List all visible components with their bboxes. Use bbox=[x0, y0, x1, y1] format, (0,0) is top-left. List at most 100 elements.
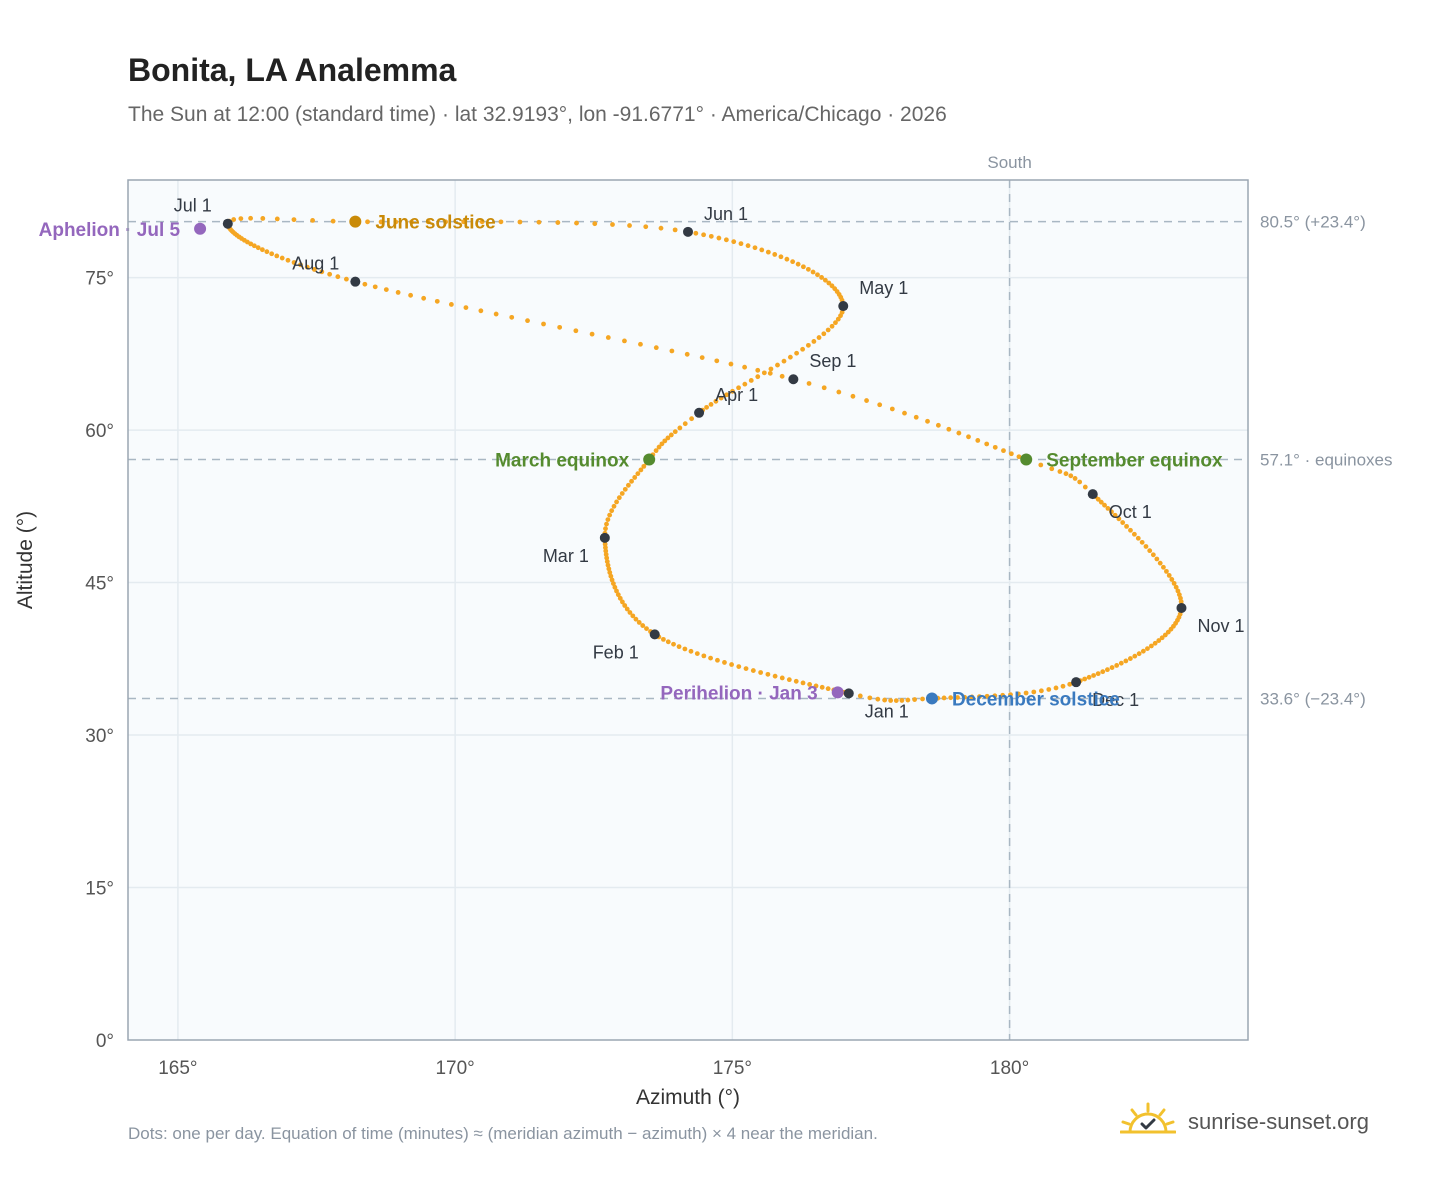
daily-sun-dot bbox=[805, 342, 811, 348]
daily-sun-dot bbox=[765, 249, 771, 255]
daily-sun-dot bbox=[793, 678, 799, 684]
daily-sun-dot bbox=[1060, 683, 1066, 689]
daily-sun-dot bbox=[1136, 651, 1142, 657]
daily-sun-dot bbox=[795, 261, 801, 267]
daily-sun-dot bbox=[643, 224, 649, 230]
daily-sun-dot bbox=[819, 684, 825, 690]
daily-sun-dot bbox=[750, 668, 756, 673]
y-tick-label: 75° bbox=[85, 269, 114, 290]
daily-sun-dot bbox=[822, 277, 828, 283]
daily-sun-dot bbox=[1067, 681, 1073, 687]
daily-sun-dot bbox=[362, 281, 368, 287]
plot-frame bbox=[127, 179, 1249, 1041]
month-label: Aug 1 bbox=[292, 254, 339, 274]
daily-sun-dot bbox=[616, 495, 622, 501]
daily-sun-dot bbox=[1118, 660, 1124, 666]
daily-sun-dot bbox=[248, 241, 254, 247]
daily-sun-dot bbox=[825, 327, 831, 333]
daily-sun-dot bbox=[1008, 451, 1014, 457]
month-label: Feb 1 bbox=[593, 642, 639, 662]
daily-sun-dot bbox=[461, 219, 467, 225]
daily-sun-dot bbox=[1148, 643, 1154, 649]
daily-sun-dot bbox=[682, 646, 688, 652]
axes: 165° 170° 175° 180° 0° 15° 30° 45° 60° 75° Azimuth… bbox=[14, 153, 1393, 1109]
daily-sun-dot bbox=[813, 683, 819, 689]
daily-sun-dot bbox=[463, 305, 469, 311]
month-label: May 1 bbox=[859, 278, 908, 298]
daily-sun-dot bbox=[605, 562, 611, 568]
daily-sun-dot bbox=[688, 648, 694, 654]
daily-sun-dot bbox=[699, 355, 705, 360]
daily-sun-dot bbox=[640, 623, 646, 628]
event-marker-dot bbox=[349, 215, 362, 228]
daily-sun-dot bbox=[610, 581, 616, 587]
daily-sun-dot bbox=[902, 410, 907, 416]
daily-sun-dot bbox=[638, 341, 643, 347]
daily-sun-dot bbox=[729, 662, 734, 667]
daily-sun-dot bbox=[264, 249, 270, 255]
month-marker-dot bbox=[1071, 677, 1082, 688]
daily-sun-dot bbox=[672, 429, 678, 435]
daily-sun-dot bbox=[269, 251, 275, 257]
daily-sun-dot bbox=[800, 680, 806, 686]
daily-sun-dot bbox=[630, 613, 636, 619]
daily-sun-dot bbox=[882, 697, 888, 703]
daily-sun-dot bbox=[1082, 484, 1088, 490]
daily-sun-dot bbox=[624, 606, 630, 612]
x-axis-label: Azimuth (°) bbox=[636, 1086, 740, 1109]
footnote: Dots: one per day. Equation of time (min… bbox=[128, 1124, 878, 1143]
daily-sun-dot bbox=[1154, 556, 1160, 562]
sun-logo-icon bbox=[1119, 1102, 1177, 1141]
daily-sun-dot bbox=[409, 219, 414, 225]
daily-sun-dot bbox=[935, 422, 941, 428]
brand-logo[interactable]: sunrise-sunset.org bbox=[1119, 1102, 1369, 1141]
daily-sun-dot bbox=[905, 697, 911, 703]
daily-sun-dot bbox=[509, 314, 515, 320]
daily-sun-dot bbox=[759, 247, 765, 253]
daily-sun-dot bbox=[716, 235, 722, 241]
daily-sun-dot bbox=[920, 696, 925, 702]
daily-sun-dot bbox=[1063, 471, 1069, 477]
daily-sun-dot bbox=[605, 335, 611, 340]
daily-sun-dot bbox=[738, 241, 744, 247]
y-tick-label: 45° bbox=[85, 574, 114, 595]
daily-sun-dot bbox=[1161, 564, 1166, 570]
month-label: Mar 1 bbox=[543, 546, 589, 566]
daily-sun-dot bbox=[617, 595, 623, 601]
daily-sun-dot bbox=[620, 599, 625, 605]
daily-sun-dot bbox=[443, 219, 449, 225]
daily-sun-dot bbox=[956, 430, 962, 436]
daily-sun-dot bbox=[786, 677, 792, 683]
daily-sun-dot bbox=[742, 381, 748, 387]
daily-sun-dot bbox=[609, 577, 615, 583]
daily-sun-dot bbox=[761, 370, 767, 376]
daily-sun-dot bbox=[619, 491, 625, 496]
daily-sun-dot bbox=[992, 693, 998, 699]
daily-sun-dot bbox=[274, 216, 280, 222]
daily-sun-dot bbox=[479, 219, 485, 225]
daily-sun-dot bbox=[627, 610, 633, 615]
month-label: Dec 1 bbox=[1092, 690, 1139, 710]
daily-sun-dot bbox=[718, 395, 724, 401]
daily-sun-dot bbox=[912, 697, 918, 702]
daily-sun-dot bbox=[1175, 588, 1181, 594]
daily-sun-dot bbox=[238, 216, 244, 222]
daily-sun-dot bbox=[781, 358, 787, 364]
plot-area bbox=[128, 180, 1248, 1040]
daily-sun-dot bbox=[659, 441, 665, 447]
altitude-reference-label: 57.1° · equinoxes bbox=[1260, 451, 1393, 470]
daily-sun-dot bbox=[622, 603, 628, 608]
daily-sun-dot bbox=[612, 584, 618, 590]
daily-sun-dot bbox=[1095, 496, 1101, 502]
event-label: March equinox bbox=[495, 451, 630, 472]
daily-sun-dot bbox=[633, 616, 639, 622]
daily-sun-dot bbox=[291, 217, 297, 223]
y-tick-label: 15° bbox=[85, 879, 114, 900]
daily-sun-dot bbox=[829, 323, 835, 329]
daily-sun-dot bbox=[1112, 512, 1118, 518]
event-marker-dot bbox=[1020, 453, 1033, 466]
daily-sun-dot bbox=[962, 694, 968, 700]
daily-sun-dot bbox=[778, 254, 784, 260]
event-label: Perihelion · Jan 3 bbox=[660, 683, 817, 704]
